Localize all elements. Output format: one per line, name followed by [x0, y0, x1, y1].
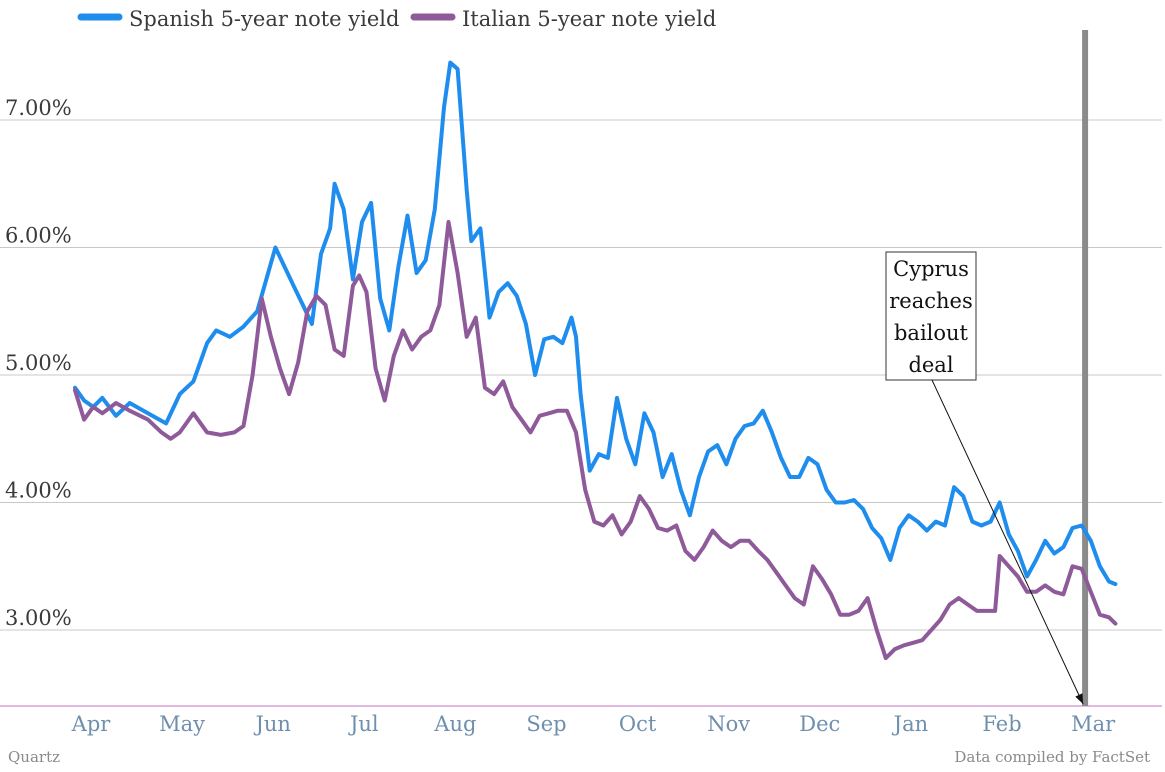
event-marker-line	[1082, 30, 1089, 706]
y-tick-label: 7.00%	[5, 96, 72, 120]
x-tick-label: Jun	[253, 712, 290, 736]
legend: Spanish 5-year note yield Italian 5-year …	[77, 7, 716, 31]
y-axis-tick-labels: 3.00% 4.00% 5.00% 6.00% 7.00%	[5, 96, 72, 630]
y-tick-label: 4.00%	[5, 479, 72, 503]
x-tick-label: May	[159, 712, 205, 736]
annotation-line: bailout	[894, 321, 969, 345]
x-tick-label: Jul	[348, 712, 379, 736]
x-tick-label: Oct	[619, 712, 657, 736]
x-tick-label: Dec	[799, 712, 840, 736]
x-tick-label: Nov	[707, 712, 750, 736]
y-tick-label: 3.00%	[5, 606, 72, 630]
legend-label-0: Spanish 5-year note yield	[129, 7, 399, 31]
cyprus-annotation: Cyprus reaches bailout deal	[885, 251, 1084, 705]
x-tick-label: Apr	[71, 712, 112, 736]
annotation-line: deal	[908, 353, 953, 377]
annotation-line: reaches	[889, 289, 972, 313]
legend-label-1: Italian 5-year note yield	[462, 7, 716, 31]
x-tick-label: Aug	[433, 712, 476, 736]
annotation-arrow	[931, 379, 1084, 705]
annotation-line: Cyprus	[893, 257, 969, 281]
publisher-credit: Quartz	[8, 748, 60, 766]
series-lines	[73, 60, 1118, 661]
y-tick-label: 6.00%	[5, 224, 72, 248]
series-line-0	[73, 60, 1118, 587]
x-tick-label: Mar	[1071, 712, 1116, 736]
source-credit: Data compiled by FactSet	[954, 748, 1150, 766]
series-line-1	[73, 220, 1118, 661]
x-axis-tick-labels: Apr May Jun Jul Aug Sep Oct Nov Dec Jan Feb Mar	[71, 712, 1116, 736]
annotation-box	[885, 251, 977, 381]
x-tick-label: Jan	[892, 712, 928, 736]
y-tick-label: 5.00%	[5, 351, 72, 375]
x-tick-label: Feb	[982, 712, 1021, 736]
annotation-arrowhead	[1075, 693, 1084, 704]
x-tick-label: Sep	[526, 712, 566, 736]
